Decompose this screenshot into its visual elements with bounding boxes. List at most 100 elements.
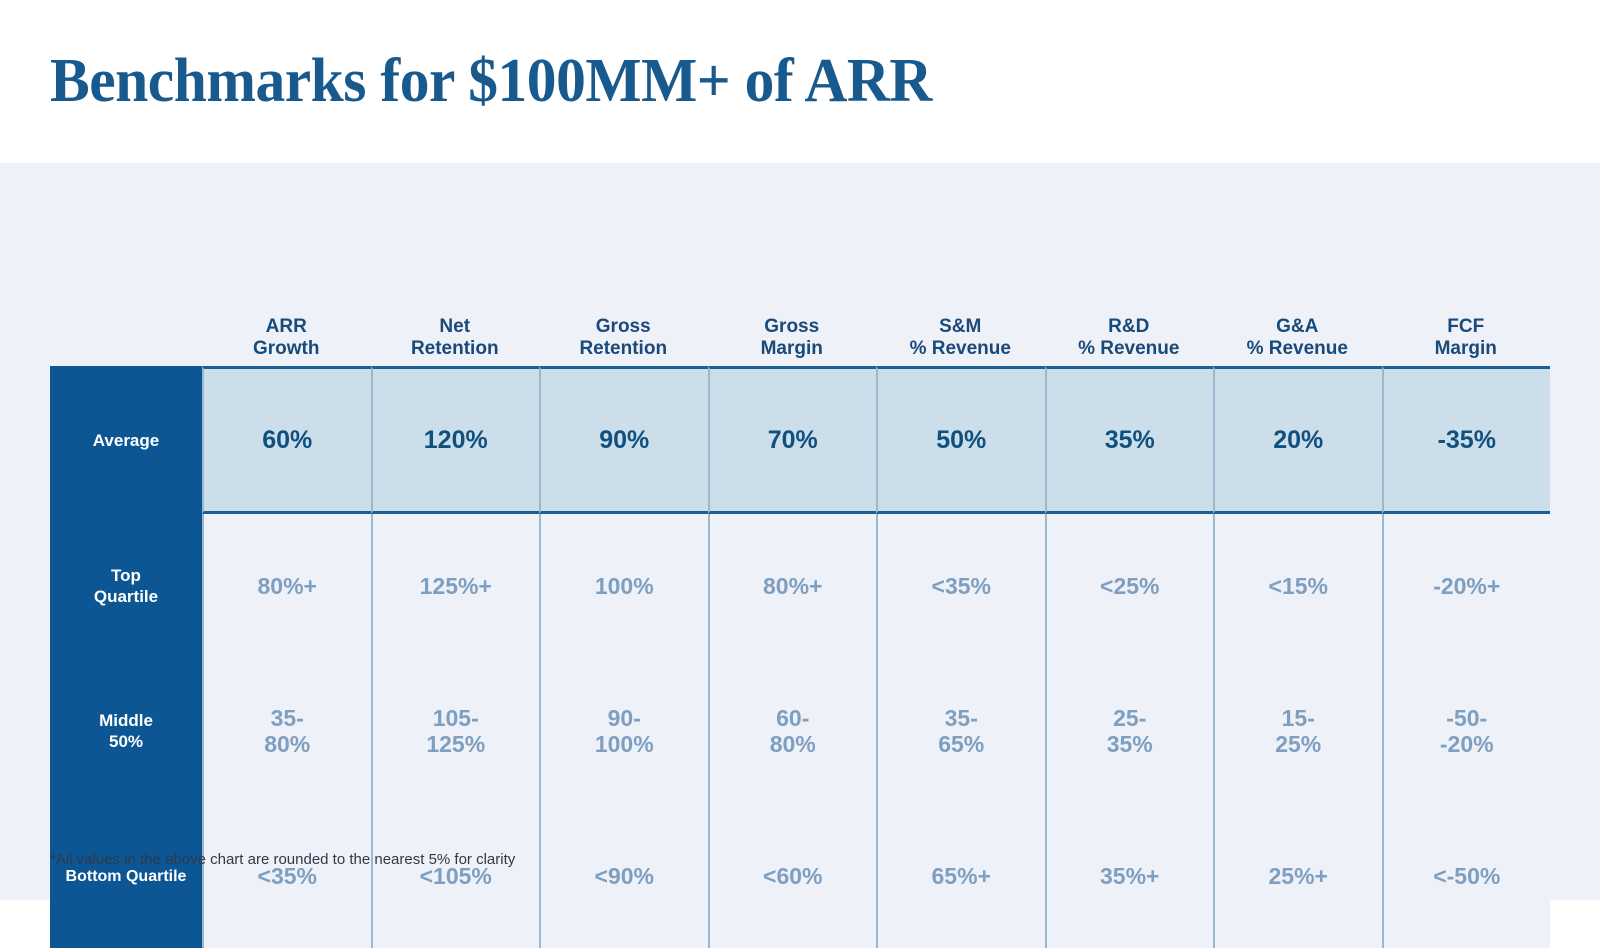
footnote: *All values in the above chart are round… [50, 851, 516, 868]
cell-top-quartile-rd-percent-revenue: <25% [1044, 514, 1213, 658]
column-header-line1: Net [439, 316, 471, 337]
column-header-line2: Margin [1434, 338, 1497, 359]
cell-value-line1: 15- [1281, 705, 1315, 731]
cell-value: 100% [594, 573, 654, 599]
cell-value: <60% [763, 863, 823, 889]
page-title: Benchmarks for $100MM+ of ARR [50, 47, 932, 115]
cell-middle-50-gross-retention: 90- 100% [539, 658, 708, 804]
title-band: Benchmarks for $100MM+ of ARR [0, 0, 1600, 163]
cell-value: -35% [1437, 426, 1496, 454]
cell-average-arr-growth: 60% [202, 366, 371, 514]
column-header-arr-growth: ARR Growth [202, 316, 371, 366]
cell-middle-50-gross-margin: 60- 80% [707, 658, 876, 804]
table-row: Bottom Quartile <35% <105% <90% <60% [50, 804, 1550, 948]
cell-top-quartile-arr-growth: 80%+ [202, 514, 371, 658]
table-row: Average 60% 120% 90% 70% 50% [50, 366, 1550, 514]
cell-value: -20%+ [1433, 573, 1501, 599]
column-header-line1: ARR [265, 316, 307, 337]
column-header-rd-percent-revenue: R&D % Revenue [1045, 316, 1214, 366]
cell-top-quartile-net-retention: 125%+ [370, 514, 539, 658]
row-label-line1: Top [111, 566, 141, 585]
column-header-line2: % Revenue [1246, 338, 1348, 359]
cell-top-quartile-ga-percent-revenue: <15% [1213, 514, 1382, 658]
row-label-top-quartile: Top Quartile [50, 514, 202, 658]
column-header-line2: Margin [760, 338, 823, 359]
cell-value: <25% [1100, 573, 1160, 599]
cell-value-line2: 65% [938, 731, 985, 757]
cell-bottom-quartile-arr-growth: <35% [202, 804, 371, 948]
column-header-line1: Gross [595, 316, 651, 337]
cell-bottom-quartile-fcf-margin: <-50% [1381, 804, 1550, 948]
cell-average-fcf-margin: -35% [1381, 366, 1550, 514]
cell-value-line1: 35- [270, 705, 304, 731]
cell-value: <15% [1268, 573, 1328, 599]
cell-value-line2: -20% [1439, 731, 1494, 757]
row-label-bottom-quartile: Bottom Quartile [50, 804, 202, 948]
cell-bottom-quartile-gross-retention: <90% [539, 804, 708, 948]
column-header-line2: % Revenue [1078, 338, 1180, 359]
cell-bottom-quartile-gross-margin: <60% [707, 804, 876, 948]
cell-value-line1: 35- [944, 705, 978, 731]
cell-value: <90% [594, 863, 654, 889]
column-header-line2: Retention [410, 338, 499, 359]
row-label-average: Average [50, 366, 202, 514]
cell-bottom-quartile-net-retention: <105% [370, 804, 539, 948]
table-row: Top Quartile 80%+ 125%+ 100% 80%+ [50, 514, 1550, 658]
cell-average-net-retention: 120% [370, 366, 539, 514]
column-header-fcf-margin: FCF Margin [1382, 316, 1551, 366]
cell-value: <35% [931, 573, 991, 599]
cell-middle-50-fcf-margin: -50- -20% [1381, 658, 1550, 804]
cell-value-line2: 80% [264, 731, 311, 757]
column-header-line1: G&A [1276, 316, 1319, 337]
cell-average-rd-percent-revenue: 35% [1044, 366, 1213, 514]
cell-top-quartile-gross-retention: 100% [539, 514, 708, 658]
cell-average-ga-percent-revenue: 20% [1213, 366, 1382, 514]
cell-value-line2: 35% [1106, 731, 1153, 757]
column-header-line1: Gross [764, 316, 820, 337]
cell-value: 35% [1104, 426, 1155, 454]
table-row: Middle 50% 35- 80% 105- 125% [50, 658, 1550, 804]
cell-value: 125%+ [419, 573, 492, 599]
column-header-gross-retention: Gross Retention [539, 316, 708, 366]
benchmarks-table: ARR Growth Net Retention Gross Retention [50, 268, 1550, 948]
column-header-net-retention: Net Retention [371, 316, 540, 366]
cell-value: <35% [257, 863, 317, 889]
cell-top-quartile-gross-margin: 80%+ [707, 514, 876, 658]
cell-value: <105% [419, 863, 492, 889]
table-panel: ARR Growth Net Retention Gross Retention [0, 163, 1600, 948]
cell-value: 50% [936, 426, 987, 454]
cell-value: 120% [423, 426, 488, 454]
column-header-line1: R&D [1108, 316, 1150, 337]
cell-value: 25%+ [1268, 863, 1328, 889]
cell-value: 35%+ [1100, 863, 1160, 889]
row-label-line1: Average [92, 430, 160, 450]
table-header-row: ARR Growth Net Retention Gross Retention [50, 268, 1550, 366]
column-header-line2: Retention [579, 338, 668, 359]
cell-value-line1: 25- [1113, 705, 1147, 731]
cell-middle-50-rd-percent-revenue: 25- 35% [1044, 658, 1213, 804]
row-label-line1: Bottom Quartile [65, 867, 187, 885]
table-body: Average 60% 120% 90% 70% 50% [50, 366, 1550, 948]
cell-bottom-quartile-ga-percent-revenue: 25%+ [1213, 804, 1382, 948]
cell-middle-50-net-retention: 105- 125% [370, 658, 539, 804]
row-label-line1: Middle [99, 711, 153, 730]
cell-middle-50-sm-percent-revenue: 35- 65% [876, 658, 1045, 804]
cell-value-line1: 90- [607, 705, 641, 731]
column-header-line2: Growth [253, 338, 320, 359]
cell-value-line2: 100% [594, 731, 654, 757]
cell-value: 90% [599, 426, 650, 454]
cell-bottom-quartile-rd-percent-revenue: 35%+ [1044, 804, 1213, 948]
cell-value-line2: 125% [426, 731, 486, 757]
row-label-middle-50: Middle 50% [50, 658, 202, 804]
cell-value: 20% [1273, 426, 1324, 454]
cell-average-gross-retention: 90% [539, 366, 708, 514]
column-header-line1: S&M [939, 316, 982, 337]
cell-top-quartile-sm-percent-revenue: <35% [876, 514, 1045, 658]
cell-value: 80%+ [763, 573, 823, 599]
column-header-ga-percent-revenue: G&A % Revenue [1213, 316, 1382, 366]
cell-average-sm-percent-revenue: 50% [876, 366, 1045, 514]
cell-top-quartile-fcf-margin: -20%+ [1381, 514, 1550, 658]
cell-value-line1: -50- [1446, 705, 1488, 731]
cell-value-line1: 60- [776, 705, 810, 731]
